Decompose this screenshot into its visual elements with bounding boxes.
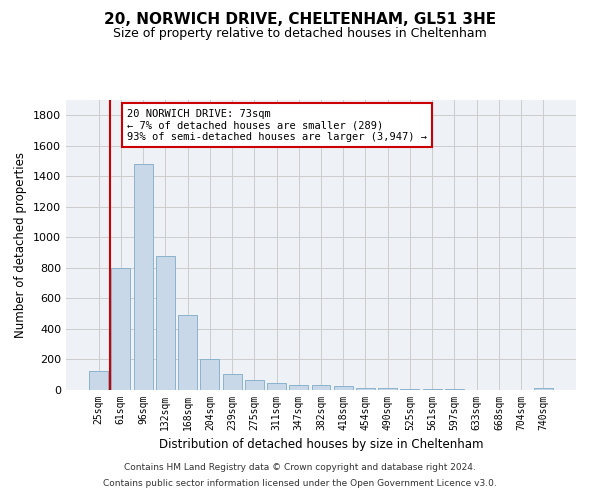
Bar (89, 371, 108, 390)
Y-axis label: Number of detached properties: Number of detached properties (14, 152, 28, 338)
Text: 20 NORWICH DRIVE: 73sqm
← 7% of detached houses are smaller (289)
93% of semi-de: 20 NORWICH DRIVE: 73sqm ← 7% of detached… (127, 108, 427, 142)
Text: 20, NORWICH DRIVE, CHELTENHAM, GL51 3HE: 20, NORWICH DRIVE, CHELTENHAM, GL51 3HE (104, 12, 496, 28)
X-axis label: Distribution of detached houses by size in Cheltenham: Distribution of detached houses by size … (159, 438, 483, 452)
Bar (289, 384, 308, 390)
Bar (356, 388, 375, 390)
Bar (134, 164, 152, 390)
Text: Size of property relative to detached houses in Cheltenham: Size of property relative to detached ho… (113, 28, 487, 40)
Bar (245, 380, 264, 390)
Bar (178, 315, 197, 390)
Bar (200, 358, 219, 390)
Bar (112, 268, 130, 390)
Bar (267, 383, 286, 390)
Bar (311, 386, 331, 390)
Bar (334, 386, 353, 390)
Bar (423, 389, 442, 390)
Bar (400, 389, 419, 390)
Bar (223, 374, 242, 390)
Text: Contains HM Land Registry data © Crown copyright and database right 2024.: Contains HM Land Registry data © Crown c… (124, 464, 476, 472)
Bar (156, 256, 175, 390)
Text: Contains public sector information licensed under the Open Government Licence v3: Contains public sector information licen… (103, 478, 497, 488)
Bar (534, 388, 553, 390)
Bar (378, 388, 397, 390)
